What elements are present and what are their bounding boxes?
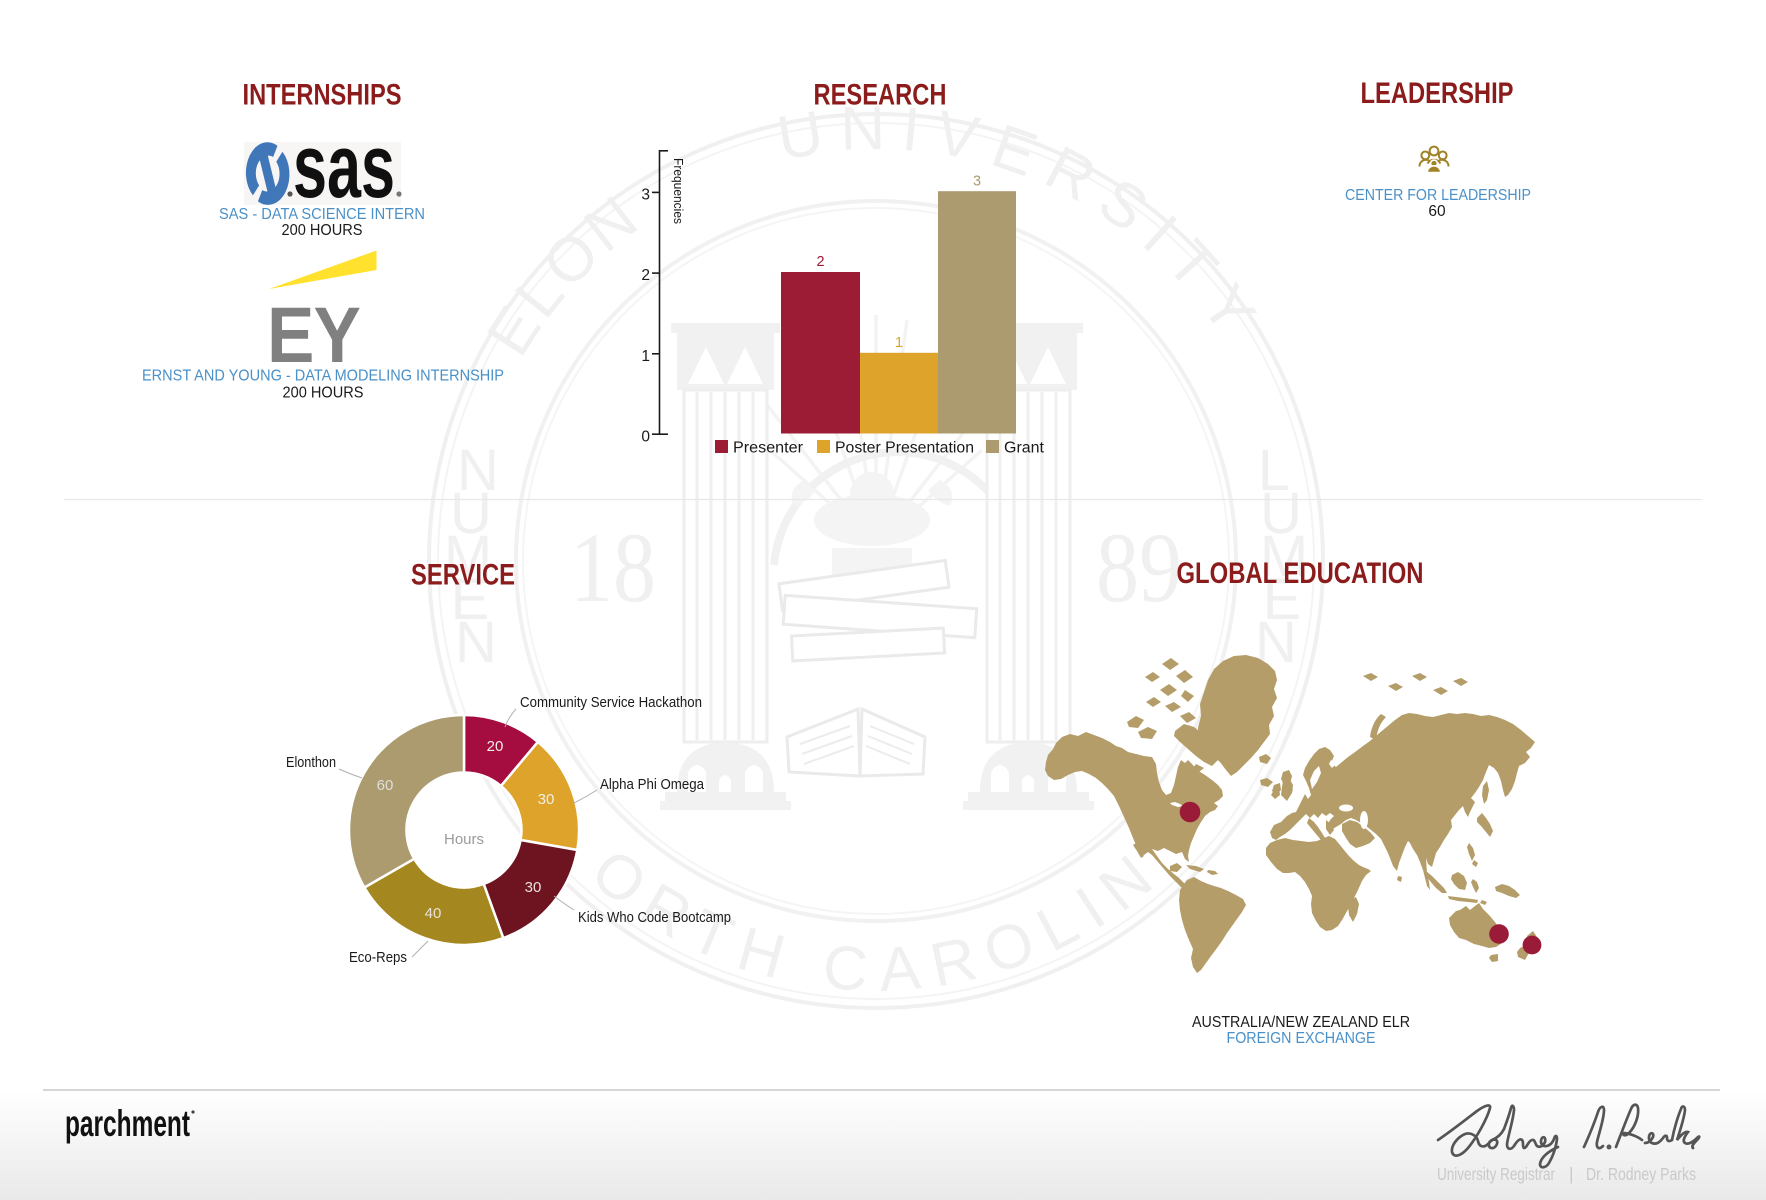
svg-text:30: 30 xyxy=(525,879,542,896)
svg-text:parchment: parchment xyxy=(65,1103,190,1144)
svg-text:LEADERSHIP: LEADERSHIP xyxy=(1361,77,1514,110)
svg-text:SERVICE: SERVICE xyxy=(411,559,515,592)
svg-text:SAS - DATA SCIENCE INTERN: SAS - DATA SCIENCE INTERN xyxy=(219,206,425,223)
svg-text:200 HOURS: 200 HOURS xyxy=(282,222,363,239)
svg-text:Grant: Grant xyxy=(1004,440,1045,457)
svg-text:N: N xyxy=(457,438,499,503)
svg-text:Presenter: Presenter xyxy=(733,440,803,457)
svg-text:AUSTRALIA/NEW ZEALAND ELR: AUSTRALIA/NEW ZEALAND ELR xyxy=(1192,1014,1410,1031)
svg-text:E: E xyxy=(1263,567,1302,632)
svg-text:M: M xyxy=(444,524,492,589)
svg-text:EY: EY xyxy=(267,290,360,379)
svg-text:60: 60 xyxy=(377,777,394,794)
svg-text:M: M xyxy=(1260,524,1308,589)
svg-text:Eco-Reps: Eco-Reps xyxy=(349,950,407,966)
svg-text:Community Service Hackathon: Community Service Hackathon xyxy=(520,695,702,711)
svg-text:FOREIGN EXCHANGE: FOREIGN EXCHANGE xyxy=(1227,1030,1376,1047)
svg-text:3: 3 xyxy=(973,174,981,190)
svg-text:Elonthon: Elonthon xyxy=(286,755,336,771)
svg-text:Hours: Hours xyxy=(444,831,484,848)
svg-text:U: U xyxy=(1260,481,1302,546)
svg-text:E: E xyxy=(451,567,490,632)
svg-text:30: 30 xyxy=(538,791,555,808)
svg-text:L: L xyxy=(1258,438,1290,503)
svg-text:89: 89 xyxy=(1096,512,1182,623)
svg-text:2: 2 xyxy=(816,254,824,270)
svg-text:3: 3 xyxy=(641,187,650,204)
svg-text:1: 1 xyxy=(895,335,903,351)
svg-text:Alpha Phi Omega: Alpha Phi Omega xyxy=(600,777,705,793)
svg-text:18: 18 xyxy=(570,512,656,623)
svg-text:sas: sas xyxy=(293,117,395,217)
svg-text:RESEARCH: RESEARCH xyxy=(814,78,947,111)
svg-text:40: 40 xyxy=(425,905,442,922)
svg-text:60: 60 xyxy=(1428,203,1446,220)
svg-text:INTERNSHIPS: INTERNSHIPS xyxy=(243,78,402,111)
svg-text:20: 20 xyxy=(487,738,504,755)
svg-text:Frequencies: Frequencies xyxy=(671,158,685,224)
svg-text:0: 0 xyxy=(641,429,650,446)
svg-text:1: 1 xyxy=(641,348,650,365)
svg-text:200 HOURS: 200 HOURS xyxy=(283,385,364,402)
svg-text:CENTER FOR LEADERSHIP: CENTER FOR LEADERSHIP xyxy=(1345,187,1531,204)
svg-text:GLOBAL EDUCATION: GLOBAL EDUCATION xyxy=(1177,557,1424,590)
svg-text:University Registrar: University Registrar xyxy=(1437,1164,1555,1184)
svg-text:Kids Who Code Bootcamp: Kids Who Code Bootcamp xyxy=(578,910,731,926)
svg-text:N: N xyxy=(455,610,497,675)
svg-text:U: U xyxy=(450,481,492,546)
svg-text:Poster Presentation: Poster Presentation xyxy=(835,440,974,457)
svg-text:2: 2 xyxy=(641,267,650,284)
svg-text:ERNST AND YOUNG - DATA MODELIN: ERNST AND YOUNG - DATA MODELING INTERNSH… xyxy=(142,368,504,385)
svg-text:|: | xyxy=(1569,1164,1574,1184)
svg-text:Dr. Rodney Parks: Dr. Rodney Parks xyxy=(1586,1164,1696,1184)
